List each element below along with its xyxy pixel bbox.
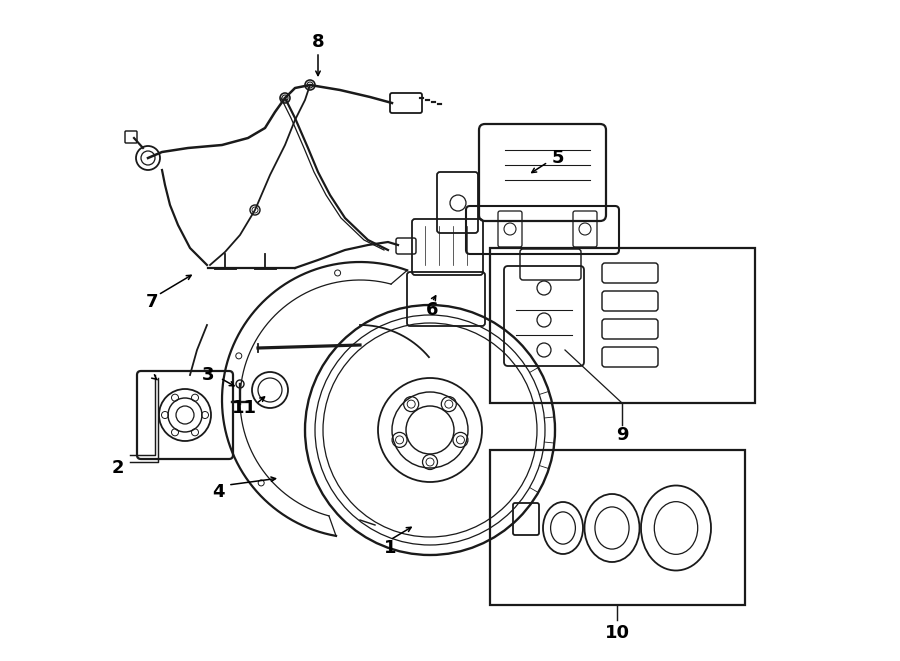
Text: 10: 10 (605, 624, 629, 642)
Text: 8: 8 (311, 33, 324, 51)
Text: 9: 9 (616, 426, 628, 444)
Text: 4: 4 (212, 483, 224, 501)
Text: 7: 7 (146, 293, 158, 311)
Text: 6: 6 (426, 301, 438, 319)
Text: 11: 11 (231, 399, 256, 417)
Text: 5: 5 (552, 149, 564, 167)
Text: 2: 2 (112, 459, 124, 477)
Text: 3: 3 (202, 366, 214, 384)
Text: 1: 1 (383, 539, 396, 557)
Bar (490, 450, 745, 605)
Bar (490, 248, 755, 403)
